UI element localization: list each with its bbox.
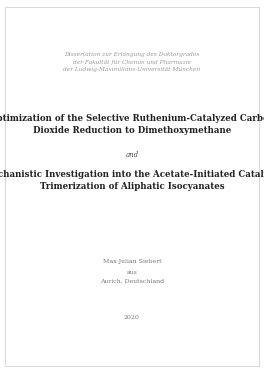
Text: 2020: 2020 bbox=[124, 315, 140, 320]
Text: Dissertation zur Erlangung des Doktorgrades
der Fakultät für Chemie und Pharmazi: Dissertation zur Erlangung des Doktorgra… bbox=[63, 52, 201, 72]
Text: Aurich, Deutschland: Aurich, Deutschland bbox=[100, 279, 164, 284]
Text: Max Julian Siebert: Max Julian Siebert bbox=[103, 259, 161, 264]
Text: and: and bbox=[125, 151, 139, 159]
Text: aus: aus bbox=[126, 270, 138, 275]
Text: Mechanistic Investigation into the Acetate-Initiated Catalytic
Trimerization of : Mechanistic Investigation into the Aceta… bbox=[0, 170, 264, 191]
Text: Optimization of the Selective Ruthenium-Catalyzed Carbon
Dioxide Reduction to Di: Optimization of the Selective Ruthenium-… bbox=[0, 114, 264, 135]
